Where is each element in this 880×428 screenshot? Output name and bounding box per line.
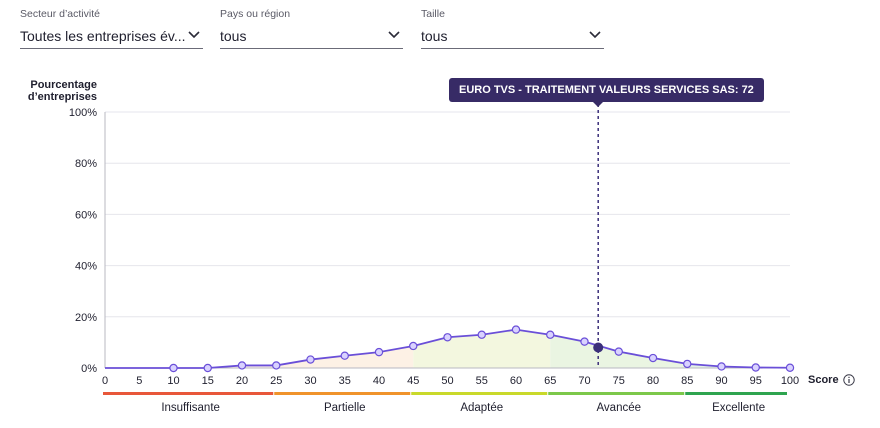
x-tick-label: 70 [578,375,590,387]
x-tick-label: 45 [407,375,419,387]
data-point [717,362,726,371]
x-tick-label: 35 [339,375,351,387]
highlight-point [593,342,604,353]
band-label: Excellente [712,402,765,414]
country-select[interactable]: tous [220,26,403,49]
chevron-down-icon [188,31,200,39]
data-point [203,363,212,373]
band-label: Partielle [324,402,366,414]
y-axis-label-line2: d’entreprises [28,91,97,103]
data-point [409,341,418,351]
x-tick-label: 90 [715,375,727,387]
data-point [648,353,658,363]
x-axis-label: Score [808,374,839,386]
x-tick-label: 15 [202,375,214,387]
x-tick-label: 60 [510,375,522,387]
data-point [272,361,281,370]
y-tick-label: 80% [75,158,97,170]
data-point [374,347,384,357]
x-tick-label: 80 [647,375,659,387]
x-tick-label: 10 [167,375,179,387]
x-tick-label: 0 [102,375,108,387]
y-tick-label: 20% [75,312,97,324]
country-select-value: tous [220,28,247,44]
x-tick-label: 30 [304,375,316,387]
chevron-down-icon [388,31,400,39]
x-tick-label: 55 [476,375,488,387]
band-bar [411,392,548,395]
band-area-4 [687,363,790,368]
data-point [511,325,521,334]
size-select[interactable]: tous [421,26,604,49]
y-tick-label: 40% [75,261,97,273]
tooltip-arrow [593,102,603,107]
data-point [443,333,452,342]
band-label: Avancée [596,402,641,414]
info-icon[interactable] [843,374,855,386]
filter-sector-label: Secteur d’activité [20,8,100,20]
y-tick-label: 60% [75,209,97,221]
data-point [340,351,349,360]
y-tick-label: 0% [81,363,97,375]
band-bar [685,392,787,395]
size-select-value: tous [421,28,448,44]
data-point [614,347,623,356]
filter-size-label: Taille [421,8,445,20]
sector-select-value: Toutes les entreprises év... [20,28,186,44]
x-tick-label: 75 [613,375,625,387]
band-bar [103,392,274,395]
data-point [546,330,555,339]
x-tick-label: 95 [750,375,762,387]
x-tick-label: 25 [270,375,282,387]
company-score-tooltip: EURO TVS - TRAITEMENT VALEURS SERVICES S… [449,78,764,102]
x-tick-label: 20 [236,375,248,387]
data-point [169,363,178,373]
data-point [785,363,795,372]
data-point [237,361,247,370]
x-tick-label: 85 [681,375,693,387]
band-label: Adaptée [460,402,503,414]
data-point [477,330,486,339]
sector-select[interactable]: Toutes les entreprises év... [20,26,203,49]
x-tick-label: 5 [136,375,142,387]
y-tick-label: 100% [69,107,97,119]
filter-country-label: Pays ou région [220,8,291,20]
y-axis-label-line1: Pourcentage [30,79,97,91]
band-bar [548,392,685,395]
data-point [683,359,692,369]
chevron-down-icon [589,31,601,39]
band-bar [274,392,411,395]
x-tick-label: 40 [373,375,385,387]
data-point [751,363,760,372]
data-point [306,355,315,364]
x-tick-label: 65 [544,375,556,387]
x-tick-label: 50 [441,375,453,387]
data-point [580,337,589,346]
x-tick-label: 100 [781,375,799,387]
band-label: Insuffisante [161,402,220,414]
